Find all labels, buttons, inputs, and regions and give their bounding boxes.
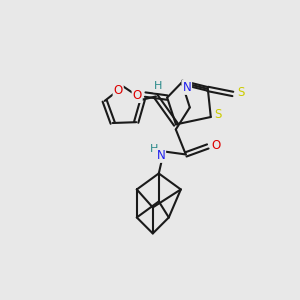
Text: H: H [150,144,158,154]
Text: O: O [133,89,142,102]
Text: O: O [114,84,123,97]
Text: N: N [182,81,191,94]
Text: O: O [211,139,220,152]
Text: H: H [154,81,162,92]
Text: S: S [214,107,221,121]
Text: N: N [156,149,165,162]
Text: S: S [237,86,244,99]
